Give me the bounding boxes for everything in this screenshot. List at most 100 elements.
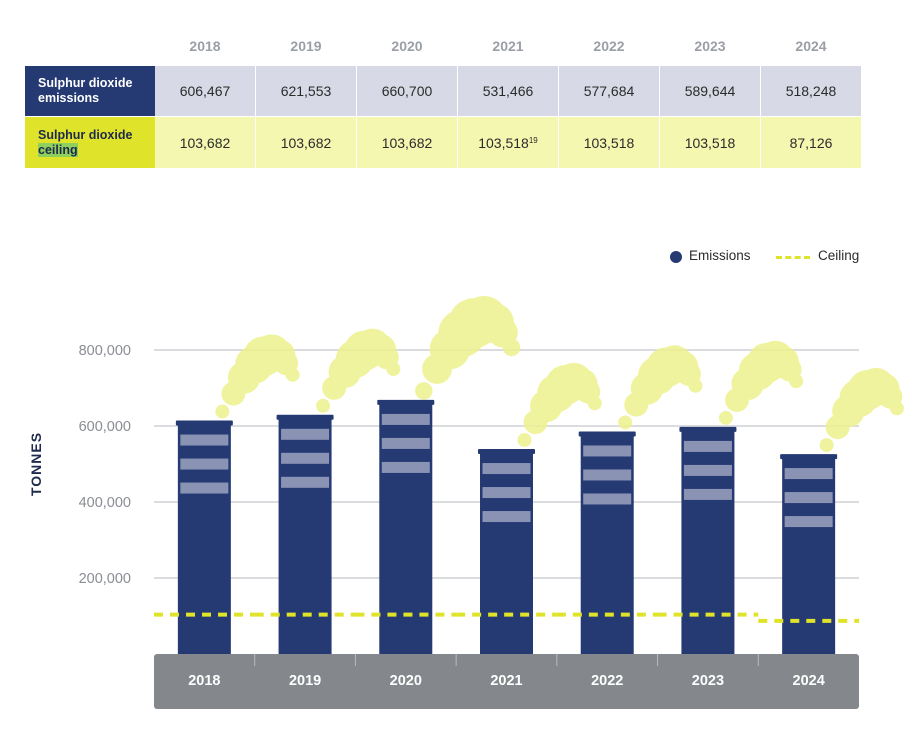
smoke-2022 (618, 345, 703, 430)
bar-stripe (482, 487, 531, 499)
smoke-puff (688, 378, 703, 393)
emissions-bar-2021 (478, 449, 535, 654)
bar-stripe (381, 413, 430, 425)
emissions-bar-cap (679, 426, 737, 432)
ceiling-label-highlight: ceiling (38, 142, 78, 157)
smoke-2024 (819, 367, 904, 453)
smoke-puff (819, 438, 834, 453)
ceiling-cell-2019: 103,682 (256, 117, 356, 168)
emissions-cell-2021: 531,466 (458, 66, 558, 116)
smoke-layer (215, 296, 904, 453)
ceiling-cell-2024: 87,126 (761, 117, 861, 168)
legend-emissions-marker (670, 251, 682, 263)
table-year-header-2018: 2018 (189, 38, 221, 54)
emissions-cell-2018: 606,467 (155, 66, 255, 116)
emissions-cell-2019: 621,553 (256, 66, 356, 116)
smoke-2018 (215, 334, 300, 419)
x-tick-label-2019: 2019 (289, 673, 321, 689)
smoke-puff (587, 396, 602, 411)
bar-stripe (683, 488, 732, 500)
bar-stripe (180, 434, 229, 446)
emissions-row-label: Sulphur dioxide emissions (25, 66, 155, 116)
x-tick-label-2021: 2021 (490, 673, 522, 689)
emissions-bar-body (177, 423, 231, 654)
y-tick-label-200000: 200,000 (79, 571, 131, 587)
smoke-2021 (517, 362, 602, 448)
x-tick-label-2024: 2024 (793, 673, 825, 689)
emissions-cell-2020: 660,700 (357, 66, 457, 116)
smoke-puff (316, 398, 331, 413)
ceiling-cell-2020: 103,682 (357, 117, 457, 168)
table-year-header-2022: 2022 (593, 38, 625, 54)
table-year-header-2024: 2024 (795, 38, 827, 54)
smoke-puff (415, 382, 433, 400)
emissions-bar-body (580, 434, 634, 654)
bar-stripe (784, 492, 833, 504)
emissions-cell-2024: 518,248 (761, 66, 861, 116)
bar-stripe (180, 458, 229, 470)
ceiling-cell-value: 103,518 (583, 134, 635, 151)
emissions-bar-cap (377, 399, 435, 405)
emissions-bar-2023 (679, 426, 737, 654)
emissions-bar-cap (578, 431, 636, 437)
y-tick-label-800000: 800,000 (79, 343, 131, 359)
emissions-bar-cap (276, 414, 334, 420)
emissions-bar-2024 (780, 454, 838, 654)
x-tick-label-2023: 2023 (692, 673, 724, 689)
bar-stripe (784, 468, 833, 480)
table-year-header-2023: 2023 (694, 38, 726, 54)
footnote-marker: 19 (528, 136, 538, 145)
legend-ceiling-label: Ceiling (818, 248, 860, 263)
ceiling-cell-value: 103,682 (381, 134, 433, 151)
bar-stripe (683, 440, 732, 452)
ceiling-cell-value: 103,682 (280, 134, 332, 151)
ceiling-cell-2023: 103,518 (660, 117, 760, 168)
emissions-bar-2019 (276, 414, 334, 654)
emissions-bar-body (480, 452, 533, 654)
legend-ceiling-marker (776, 256, 810, 259)
x-tick-label-2020: 2020 (390, 673, 422, 689)
emissions-bar-body (782, 457, 836, 654)
emissions-bar-2020 (377, 399, 435, 654)
bar-stripe (482, 511, 531, 523)
smoke-2023 (718, 340, 804, 425)
smoke-2020 (415, 296, 521, 400)
table-year-header-2020: 2020 (391, 38, 423, 54)
ceiling-row-label: Sulphur dioxide ceiling (25, 117, 155, 168)
y-tick-label-600000: 600,000 (79, 419, 131, 435)
ceiling-cell-2021: 103,518 19 (458, 117, 558, 168)
ceiling-cell-value: 87,126 (789, 134, 833, 151)
emissions-cell-2023: 589,644 (660, 66, 760, 116)
bar-stripe (281, 476, 330, 488)
emissions-bar-2022 (578, 431, 636, 654)
smoke-puff (517, 433, 532, 448)
smoke-puff (285, 367, 300, 382)
emissions-bar-cap (780, 454, 838, 460)
ceiling-cell-value: 103,518 (478, 134, 529, 151)
smoke-puff (618, 415, 633, 430)
bar-stripe (281, 452, 330, 464)
ceiling-label-part1: Sulphur dioxide (38, 127, 133, 142)
smoke-puff (789, 374, 804, 389)
table-year-header-2019: 2019 (290, 38, 322, 54)
ceiling-cell-2018: 103,682 (155, 117, 255, 168)
ceiling-cell-value: 103,682 (179, 134, 231, 151)
ceiling-cell-value: 103,518 (684, 134, 736, 151)
x-tick-label-2018: 2018 (188, 673, 220, 689)
smoke-puff (215, 404, 230, 419)
bar-stripe (583, 469, 632, 481)
smoke-puff (718, 410, 733, 425)
x-tick-label-2022: 2022 (591, 673, 623, 689)
emissions-bar-cap (478, 449, 535, 455)
table-year-header-2021: 2021 (492, 38, 524, 54)
emissions-bar-2018 (175, 420, 233, 654)
smoke-puff (386, 361, 401, 377)
emissions-cell-2022: 577,684 (559, 66, 659, 116)
emissions-bar-body (681, 429, 735, 654)
bar-stripe (180, 482, 229, 494)
emissions-row-label-text: Sulphur dioxide emissions (38, 76, 133, 105)
legend-emissions-label: Emissions (689, 248, 751, 263)
bar-stripe (583, 493, 632, 505)
y-tick-label-400000: 400,000 (79, 495, 131, 511)
